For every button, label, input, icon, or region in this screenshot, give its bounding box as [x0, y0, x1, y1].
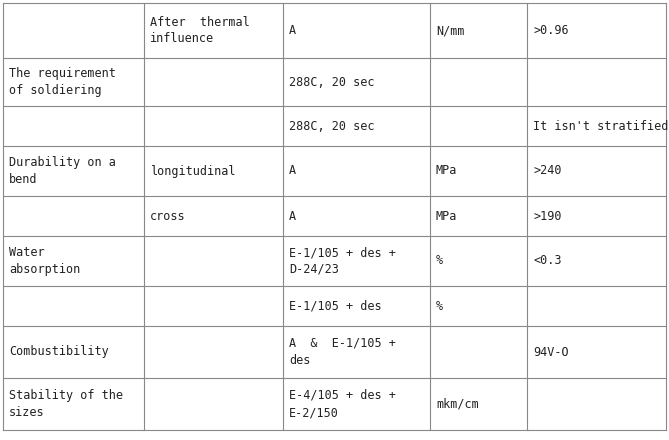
- Text: >240: >240: [533, 165, 561, 177]
- Text: 288C, 20 sec: 288C, 20 sec: [289, 76, 375, 88]
- Text: After  thermal
influence: After thermal influence: [150, 15, 250, 45]
- Text: E-4/105 + des +
E-2/150: E-4/105 + des + E-2/150: [289, 389, 396, 419]
- Text: Durability on a
bend: Durability on a bend: [9, 156, 116, 186]
- Text: A: A: [289, 165, 296, 177]
- Text: N/mm: N/mm: [436, 24, 464, 37]
- Text: MPa: MPa: [436, 165, 458, 177]
- Text: longitudinal: longitudinal: [150, 165, 235, 177]
- Text: %: %: [436, 300, 443, 312]
- Text: >190: >190: [533, 209, 561, 223]
- Text: E-1/105 + des: E-1/105 + des: [289, 300, 381, 312]
- Text: cross: cross: [150, 209, 185, 223]
- Text: Combustibility: Combustibility: [9, 345, 109, 359]
- Text: It isn't stratified: It isn't stratified: [533, 120, 668, 132]
- Text: mkm/cm: mkm/cm: [436, 397, 479, 411]
- Text: A: A: [289, 209, 296, 223]
- Text: A: A: [289, 24, 296, 37]
- Text: >0.96: >0.96: [533, 24, 569, 37]
- Text: 94V-O: 94V-O: [533, 345, 569, 359]
- Text: 288C, 20 sec: 288C, 20 sec: [289, 120, 375, 132]
- Text: The requirement
of soldiering: The requirement of soldiering: [9, 67, 116, 97]
- Text: E-1/105 + des +
D-24/23: E-1/105 + des + D-24/23: [289, 246, 396, 276]
- Text: <0.3: <0.3: [533, 254, 561, 268]
- Text: MPa: MPa: [436, 209, 458, 223]
- Text: Water
absorption: Water absorption: [9, 246, 80, 276]
- Text: Stability of the
sizes: Stability of the sizes: [9, 389, 123, 419]
- Text: A  &  E-1/105 +
des: A & E-1/105 + des: [289, 337, 396, 367]
- Text: %: %: [436, 254, 443, 268]
